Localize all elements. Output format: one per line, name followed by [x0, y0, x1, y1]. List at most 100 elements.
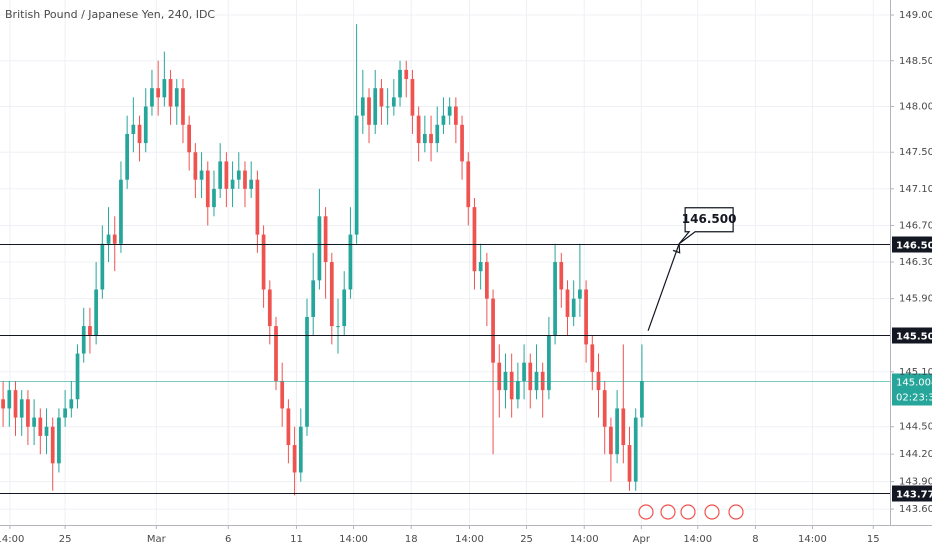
candle-body: [385, 106, 390, 108]
candle-body: [75, 353, 80, 400]
x-tick-label: 14:00: [570, 534, 599, 545]
x-tick-label: 14:00: [798, 534, 827, 545]
candle-body: [26, 399, 30, 427]
candle-body: [261, 234, 266, 290]
y-tick-label: 147.100: [899, 184, 932, 195]
x-tick-label: 18: [405, 534, 418, 545]
candle-body: [640, 380, 644, 418]
candle-body: [584, 289, 588, 345]
candle-body: [367, 97, 371, 125]
y-tick-label: 147.500: [899, 147, 932, 158]
candle-body: [162, 79, 167, 98]
last-price-box: [892, 373, 932, 406]
event-icon: [728, 504, 744, 520]
y-tick-label: 145.900: [899, 294, 932, 305]
candle-body: [354, 115, 359, 235]
level-label-box: [892, 485, 932, 502]
x-tick-label: 25: [59, 534, 72, 545]
level-label: 145.500: [896, 332, 932, 343]
candle-body: [44, 426, 49, 436]
candle-body: [429, 133, 433, 144]
candle-body: [342, 289, 347, 327]
candle-body: [497, 362, 502, 391]
candle-body: [627, 445, 632, 482]
candle-body: [32, 417, 36, 427]
candle-body: [112, 234, 117, 244]
candle-body: [50, 426, 55, 464]
candle-body: [478, 262, 483, 272]
candle-body: [181, 88, 185, 125]
chart-title: British Pound / Japanese Yen, 240, IDC: [5, 8, 215, 21]
candle-body: [69, 399, 74, 409]
candle-body: [596, 371, 601, 391]
candle-body: [125, 133, 130, 180]
candle-body: [224, 161, 229, 189]
candle-body: [298, 426, 303, 473]
candle-body: [503, 371, 508, 391]
candle-body: [81, 326, 86, 354]
candle-body: [88, 326, 92, 336]
grid: [0, 0, 890, 525]
candle-body: [416, 115, 421, 144]
candle-body: [466, 161, 471, 208]
y-tick-label: 143.600: [899, 504, 932, 515]
candle-body: [336, 326, 340, 328]
event-icon: [704, 504, 720, 520]
candle-body: [38, 417, 43, 436]
candle-body: [143, 106, 148, 144]
candle-body: [187, 124, 192, 153]
candle-body: [57, 417, 61, 464]
event-icon: [680, 504, 696, 520]
candle-body: [509, 371, 514, 400]
candle-body: [199, 170, 204, 180]
level-label-box: [892, 327, 932, 344]
x-tick-label: 25: [520, 534, 533, 545]
y-tick-label: 146.700: [899, 220, 932, 231]
y-tick-label: 143.900: [899, 477, 932, 488]
candle-body: [212, 188, 216, 208]
x-tick-label: 15: [867, 534, 880, 545]
candle-body: [633, 417, 638, 482]
y-tick-label: 149.000: [899, 10, 932, 21]
x-tick-label: 14:00: [683, 534, 712, 545]
x-tick-label: 14:00: [339, 534, 368, 545]
x-tick-label: Apr: [633, 534, 651, 545]
level-label: 146.500: [896, 241, 932, 252]
candle-body: [491, 298, 495, 363]
candle-body: [1, 399, 5, 409]
candle-body: [13, 390, 18, 418]
candle-body: [249, 179, 254, 189]
y-tick-label: 148.000: [899, 102, 932, 113]
candle-body: [571, 298, 576, 317]
candle-body: [205, 170, 210, 208]
candle-body: [218, 161, 223, 189]
event-icons: [638, 504, 744, 520]
candle-body: [19, 399, 24, 418]
candle-body: [609, 426, 613, 455]
annotation-text: 146.500: [682, 212, 737, 226]
candle-body: [267, 289, 272, 327]
candle-body: [422, 133, 427, 144]
candle-body: [286, 408, 291, 446]
candle-body: [274, 326, 278, 381]
y-tick-label: 144.500: [899, 422, 932, 433]
candle-body: [410, 79, 415, 116]
candle-body: [391, 97, 396, 107]
candle-body: [174, 88, 179, 107]
candle-body: [522, 362, 526, 381]
x-tick-label: Mar: [147, 534, 167, 545]
candle-body: [168, 79, 173, 107]
candle-body: [137, 124, 142, 144]
candle-body: [379, 88, 384, 107]
candle-body: [323, 216, 328, 263]
x-tick-label: 14:00: [0, 534, 24, 545]
candle-body: [398, 69, 402, 98]
candle-body: [485, 262, 489, 299]
candle-body: [540, 371, 545, 391]
candle-body: [280, 380, 285, 409]
x-tick-label: 6: [225, 534, 231, 545]
candle-body: [441, 115, 446, 125]
candle-body: [243, 170, 247, 189]
